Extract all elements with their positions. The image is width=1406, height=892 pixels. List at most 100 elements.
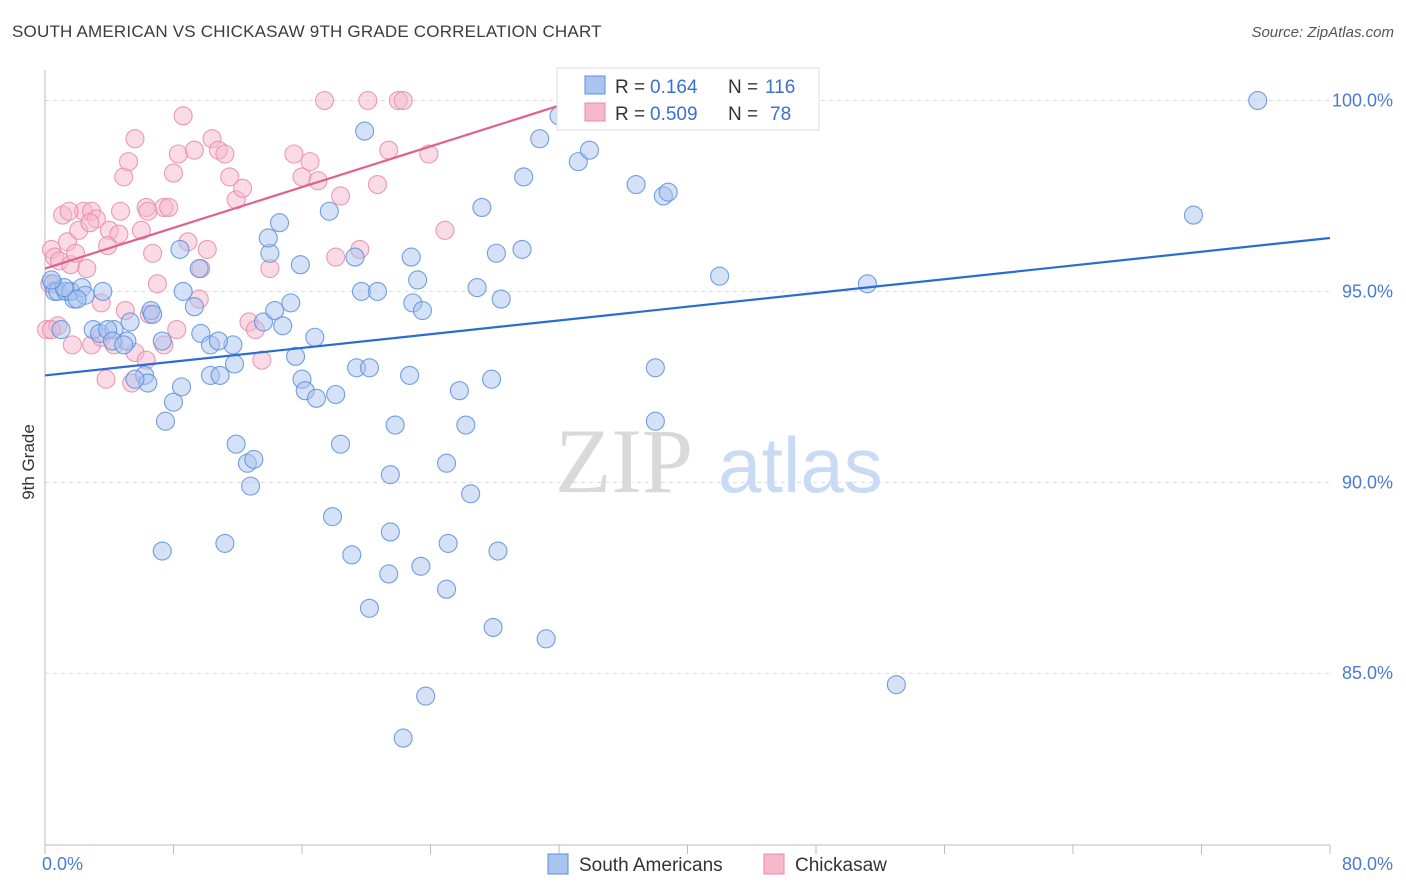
y-tick-label: 100.0% xyxy=(1332,91,1393,111)
chickasaw-point xyxy=(173,106,193,126)
y-axis-title: 9th Grade xyxy=(19,424,38,500)
south-americans-point xyxy=(401,247,421,267)
chickasaw-point xyxy=(393,90,413,111)
south-americans-point xyxy=(461,484,481,504)
chickasaw-point xyxy=(284,144,304,164)
legend-r-label-1: R = xyxy=(615,77,645,98)
south-americans-point xyxy=(626,174,646,195)
south-americans-point xyxy=(359,598,380,618)
south-americans-point xyxy=(273,316,293,336)
chickasaw-point xyxy=(435,220,455,240)
south-americans-point xyxy=(120,312,140,332)
series-legend: South Americans Chickasaw xyxy=(547,853,887,876)
south-americans-point xyxy=(215,533,235,553)
south-americans-point xyxy=(290,255,310,275)
south-americans-point xyxy=(530,129,550,149)
south-americans-point xyxy=(472,197,492,217)
south-americans-point xyxy=(322,507,343,527)
south-americans-point xyxy=(226,434,246,454)
south-americans-point xyxy=(488,541,508,561)
south-americans-point xyxy=(326,384,346,405)
axis-layer: 0.0% 80.0% xyxy=(42,70,1393,874)
south-americans-point xyxy=(330,434,351,454)
south-americans-point xyxy=(125,369,145,389)
legend-n-label-1: N = xyxy=(728,77,758,98)
south-americans-point xyxy=(345,247,365,267)
south-americans-point xyxy=(286,346,306,366)
south-americans-point xyxy=(536,629,556,649)
south-americans-point xyxy=(163,392,184,412)
south-americans-point xyxy=(210,365,230,385)
south-americans-point xyxy=(379,564,399,584)
south-americans-point xyxy=(258,228,278,248)
south-americans-point xyxy=(483,617,503,637)
chickasaw-point xyxy=(80,213,100,233)
y-tick-label: 90.0% xyxy=(1342,472,1393,492)
south-americans-point xyxy=(481,369,502,389)
legend-n-label-2: N = xyxy=(728,104,758,125)
correlation-legend: R = 0.164 N = 116 R = 0.509 N = 78 xyxy=(556,67,820,131)
south-americans-point xyxy=(568,152,588,172)
south-americans-point xyxy=(579,140,600,160)
south-americans-point xyxy=(467,278,487,298)
south-americans-point xyxy=(51,320,71,340)
south-americans-point xyxy=(486,243,506,263)
chickasaw-point xyxy=(330,186,351,206)
south-americans-point xyxy=(319,201,339,221)
watermark-atlas: atlas xyxy=(718,421,883,509)
south-americans-point xyxy=(380,522,400,542)
south-americans-point xyxy=(184,297,204,317)
chickasaw-point xyxy=(163,163,184,183)
south-americans-point xyxy=(645,411,665,431)
south-americans-point xyxy=(41,270,61,290)
source-label: Source: ZipAtlas.com xyxy=(1251,24,1394,41)
chickasaw-point xyxy=(138,201,158,221)
south-americans-point xyxy=(173,281,193,301)
chickasaw-point xyxy=(62,335,82,355)
south-americans-point xyxy=(385,415,405,435)
south-americans-point xyxy=(437,453,457,473)
chickasaw-point xyxy=(77,258,97,279)
series-legend-swatch-south-americans xyxy=(547,853,569,875)
chickasaw-point xyxy=(308,171,328,191)
south-americans-point xyxy=(367,281,388,301)
chickasaw-point xyxy=(125,129,145,149)
chickasaw-point xyxy=(110,201,131,221)
south-americans-point xyxy=(491,289,511,309)
south-americans-point xyxy=(170,239,190,259)
south-americans-point xyxy=(408,270,428,290)
south-americans-point xyxy=(208,331,229,351)
south-americans-point xyxy=(114,335,134,355)
chickasaw-trend-line xyxy=(44,99,576,270)
chickasaw-point xyxy=(300,152,320,172)
chickasaw-point xyxy=(131,220,151,240)
south-americans-point xyxy=(416,686,436,706)
south-americans-point xyxy=(224,354,245,374)
south-americans-point xyxy=(645,358,665,378)
chickasaw-point xyxy=(220,167,240,187)
south-americans-point xyxy=(152,541,172,561)
south-americans-point xyxy=(342,545,362,565)
south-americans-point xyxy=(244,449,264,469)
south-americans-point xyxy=(265,300,285,321)
chickasaw-point xyxy=(326,247,346,267)
south-americans-point xyxy=(269,213,290,233)
chickasaw-point xyxy=(358,90,378,111)
series-legend-label-south-americans: South Americans xyxy=(579,855,723,876)
south-americans-point xyxy=(380,465,400,485)
south-americans-point xyxy=(171,377,192,397)
chickasaw-point xyxy=(167,320,187,340)
south-americans-point xyxy=(456,415,476,435)
south-americans-point xyxy=(514,167,534,187)
watermark-zip: ZIP xyxy=(555,410,693,512)
south-americans-point xyxy=(437,579,457,599)
chickasaw-point xyxy=(314,90,335,111)
chickasaw-point xyxy=(197,239,217,259)
chickasaw-point xyxy=(233,178,253,198)
chickasaw-point xyxy=(168,144,188,164)
south-americans-point xyxy=(155,411,176,431)
south-americans-point xyxy=(306,388,327,408)
y-tick-label: 85.0% xyxy=(1342,663,1393,683)
south-americans-point xyxy=(67,289,87,309)
south-americans-point xyxy=(305,327,325,347)
